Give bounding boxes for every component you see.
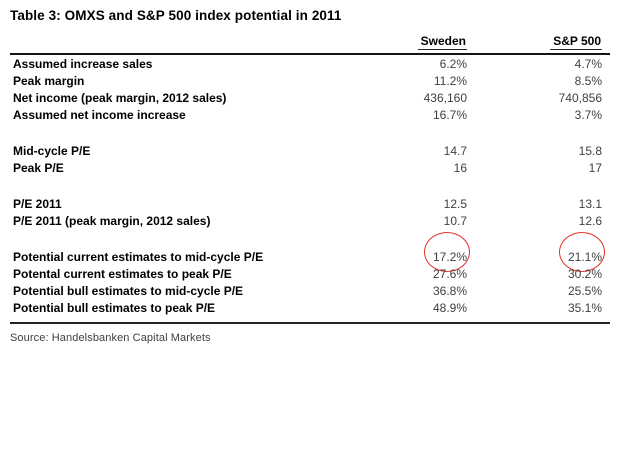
sweden-value: 17.2%: [347, 231, 470, 272]
row-label: Potential current estimates to mid-cycle…: [13, 250, 264, 264]
source-note: Source: Handelsbanken Capital Markets: [10, 332, 211, 344]
sweden-value: 12.5: [443, 197, 467, 211]
row-group: Mid-cycle P/E 14.7 15.8 Peak P/E 16 17: [10, 143, 602, 177]
sweden-value: 436,160: [423, 91, 467, 105]
row-group: Potential current estimates to mid-cycle…: [10, 231, 605, 317]
table-row: Assumed increase sales 6.2% 4.7%: [10, 56, 602, 73]
table-row: Assumed net income increase 16.7% 3.7%: [10, 107, 602, 124]
table-row: Potential bull estimates to mid-cycle P/…: [10, 283, 602, 300]
row-group: Assumed increase sales 6.2% 4.7% Peak margi…: [10, 56, 602, 124]
sp500-value: 25.5%: [567, 284, 602, 298]
row-group: P/E 2011 12.5 13.1 P/E 2011 (peak margin, 2…: [10, 196, 602, 230]
table-row: Peak P/E 16 17: [10, 160, 602, 177]
sp500-value: 4.7%: [574, 57, 602, 71]
table-header-row: Sweden S&P 500: [10, 31, 610, 55]
table-row: Potential bull estimates to peak P/E 48.9…: [10, 300, 602, 317]
sweden-value: 27.6%: [432, 267, 467, 281]
table-row: Potental current estimates to peak P/E 27…: [10, 266, 602, 283]
row-label: Assumed net income increase: [13, 108, 186, 122]
sweden-value: 16: [453, 161, 467, 175]
row-label: Assumed increase sales: [13, 57, 153, 71]
sp500-value: 21.1%: [467, 231, 605, 272]
sp500-value: 13.1: [578, 197, 602, 211]
table-row: Mid-cycle P/E 14.7 15.8: [10, 143, 602, 160]
sp500-value: 740,856: [558, 91, 602, 105]
row-label: Peak margin: [13, 74, 85, 88]
table-bottom-rule: [10, 322, 610, 324]
row-label: Potental current estimates to peak P/E: [13, 267, 232, 281]
sweden-value: 48.9%: [432, 301, 467, 315]
sweden-value: 14.7: [443, 144, 467, 158]
table-row: Peak margin 11.2% 8.5%: [10, 73, 602, 90]
table-row: Potential current estimates to mid-cycle…: [10, 231, 605, 272]
sp500-value: 15.8: [578, 144, 602, 158]
sp500-value: 35.1%: [567, 301, 602, 315]
sp500-value: 17: [588, 161, 602, 175]
table-row: P/E 2011 12.5 13.1: [10, 196, 602, 213]
sweden-value: 11.2%: [433, 74, 467, 88]
sweden-value: 10.7: [443, 214, 467, 228]
table-body: Assumed increase sales 6.2% 4.7% Peak margi…: [10, 56, 610, 317]
table-row: P/E 2011 (peak margin, 2012 sales) 10.7 12…: [10, 213, 602, 230]
sp500-value: 8.5%: [574, 74, 602, 88]
sweden-value: 6.2%: [439, 57, 467, 71]
row-label: Mid-cycle P/E: [13, 144, 91, 158]
table-title: Table 3: OMXS and S&P 500 index potentia…: [10, 8, 342, 23]
row-label: Peak P/E: [13, 161, 64, 175]
sp500-column-header: S&P 500: [467, 34, 602, 50]
row-label: Potential bull estimates to mid-cycle P/…: [13, 284, 244, 298]
sp500-value: 30.2%: [567, 267, 602, 281]
sp500-value: 3.7%: [574, 108, 602, 122]
sp500-value: 12.6: [578, 214, 602, 228]
row-label: P/E 2011 (peak margin, 2012 sales): [13, 214, 211, 228]
data-table: Sweden S&P 500 Assumed increase sales 6.2…: [10, 31, 610, 344]
sweden-value: 16.7%: [432, 108, 467, 122]
table-row: Net income (peak margin, 2012 sales) 436,…: [10, 90, 602, 107]
sweden-value: 36.8%: [432, 284, 467, 298]
row-label: P/E 2011: [13, 197, 62, 211]
row-label: Net income (peak margin, 2012 sales): [13, 91, 227, 105]
row-label: Potential bull estimates to peak P/E: [13, 301, 216, 315]
sweden-column-header: Sweden: [347, 34, 467, 50]
